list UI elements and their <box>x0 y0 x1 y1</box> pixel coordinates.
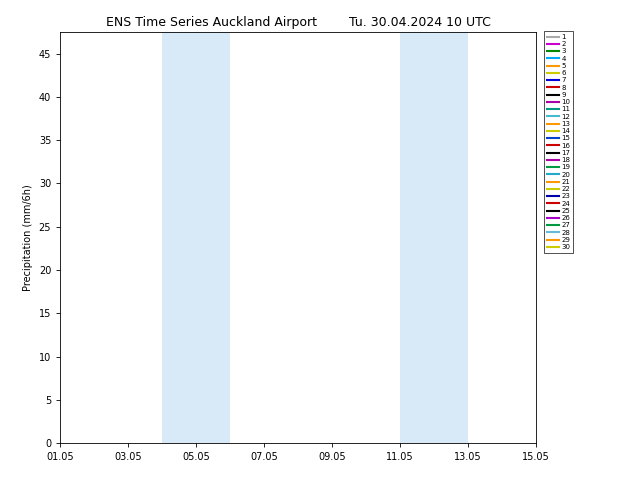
Bar <box>400 32 468 443</box>
Legend: 1, 2, 3, 4, 5, 6, 7, 8, 9, 10, 11, 12, 13, 14, 15, 16, 17, 18, 19, 20, 21, 22, 2: 1, 2, 3, 4, 5, 6, 7, 8, 9, 10, 11, 12, 1… <box>544 31 573 253</box>
Title: ENS Time Series Auckland Airport        Tu. 30.04.2024 10 UTC: ENS Time Series Auckland Airport Tu. 30.… <box>105 16 491 29</box>
Bar <box>162 32 230 443</box>
Y-axis label: Precipitation (mm/6h): Precipitation (mm/6h) <box>23 184 33 291</box>
